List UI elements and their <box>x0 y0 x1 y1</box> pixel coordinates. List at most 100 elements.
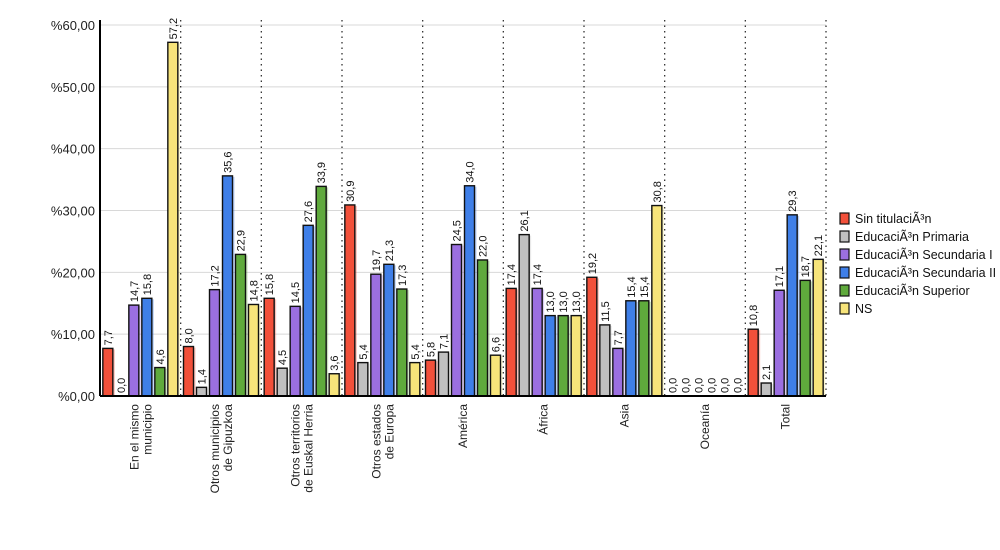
bar <box>409 361 421 397</box>
bar <box>276 367 288 397</box>
data-label: 13,0 <box>558 291 570 312</box>
data-label: 14,7 <box>129 281 141 302</box>
bar <box>489 354 502 397</box>
bar <box>154 366 166 397</box>
data-label: 0,0 <box>681 378 693 393</box>
legend-item: Sin titulaciÃ³n <box>839 212 931 226</box>
bar <box>612 347 624 397</box>
x-tick-label: Otros municipiosde Gipuzkoa <box>208 404 235 494</box>
legend-swatch <box>839 230 850 243</box>
bar <box>195 386 208 397</box>
legend-item: EducaciÃ³n Primaria <box>839 230 969 244</box>
y-tick-label: %30,00 <box>51 204 95 219</box>
bar <box>812 258 824 397</box>
data-label: 10,8 <box>748 305 760 326</box>
bar <box>450 243 463 397</box>
bar <box>544 314 556 397</box>
data-label: 33,9 <box>316 162 328 183</box>
legend-item: EducaciÃ³n Superior <box>839 284 970 298</box>
bar <box>383 263 395 397</box>
bar <box>638 300 650 397</box>
data-label: 22,9 <box>236 230 248 251</box>
bar <box>302 224 314 397</box>
x-tick-label: Asia <box>617 404 631 428</box>
data-label: 0,0 <box>733 378 745 393</box>
data-label: 15,4 <box>639 276 651 297</box>
bar <box>247 303 260 397</box>
data-label: 22,1 <box>813 235 825 256</box>
legend-label: EducaciÃ³n Superior <box>855 284 970 298</box>
data-label: 29,3 <box>787 190 799 211</box>
data-label: 30,8 <box>652 181 664 202</box>
x-tick-label: África <box>536 404 551 435</box>
data-label: 18,7 <box>800 256 812 277</box>
bar <box>476 259 489 397</box>
x-tick-label: En el mismomunicipio <box>127 404 154 470</box>
bar <box>315 185 327 397</box>
data-label: 17,4 <box>506 264 518 285</box>
data-label: 0,0 <box>707 378 719 393</box>
legend-item: EducaciÃ³n Secundaria II <box>839 266 996 280</box>
legend-label: EducaciÃ³n Primaria <box>855 230 969 244</box>
data-label: 0,0 <box>668 378 680 393</box>
data-label: 57,2 <box>168 18 180 39</box>
bar <box>625 300 637 397</box>
data-label: 17,4 <box>532 264 544 285</box>
bar <box>531 287 543 397</box>
data-label: 24,5 <box>452 220 464 241</box>
legend-swatch <box>839 302 850 315</box>
y-tick-label: %0,00 <box>58 389 95 404</box>
bar <box>396 288 408 397</box>
bar <box>289 305 301 397</box>
data-label: 15,4 <box>626 276 638 297</box>
data-label: 7,1 <box>439 334 451 349</box>
bar <box>424 359 437 397</box>
bar <box>786 214 798 397</box>
bar <box>799 279 811 397</box>
bar <box>167 41 179 397</box>
bar <box>344 204 356 397</box>
y-tick-label: %40,00 <box>51 142 95 157</box>
bar <box>370 273 382 397</box>
data-label: 2,1 <box>761 365 773 380</box>
bar <box>773 289 785 397</box>
bar <box>221 175 234 397</box>
data-label: 35,6 <box>223 151 235 172</box>
legend-swatch <box>839 212 850 225</box>
data-label: 15,8 <box>142 274 154 295</box>
data-label: 19,7 <box>371 250 383 271</box>
data-label: 0,0 <box>694 378 706 393</box>
legend-item: EducaciÃ³n Secundaria I <box>839 248 993 262</box>
bar <box>586 276 598 397</box>
bar <box>599 324 611 397</box>
data-label: 15,8 <box>264 274 276 295</box>
x-tick-label: Otros territoriosde Euskal Herria <box>289 404 316 493</box>
y-tick-label: %60,00 <box>51 18 95 33</box>
bar <box>518 233 530 397</box>
legend-label: EducaciÃ³n Secundaria I <box>855 248 993 262</box>
data-label: 21,3 <box>384 240 396 261</box>
legend-label: Sin titulaciÃ³n <box>855 212 931 226</box>
data-label: 13,0 <box>545 291 557 312</box>
data-label: 7,7 <box>613 330 625 345</box>
data-label: 0,0 <box>720 378 732 393</box>
data-label: 14,8 <box>249 280 261 301</box>
bar <box>570 314 582 397</box>
bar <box>747 328 759 397</box>
bar <box>102 347 114 397</box>
data-label: 1,4 <box>197 369 209 384</box>
data-label: 5,4 <box>410 344 422 359</box>
data-label: 19,2 <box>587 253 599 274</box>
x-tick-label: Otros estadosde Europa <box>369 404 396 479</box>
data-label: 11,5 <box>600 301 612 322</box>
data-label: 3,6 <box>329 355 341 370</box>
data-label: 17,2 <box>210 265 222 286</box>
data-label: 27,6 <box>303 201 315 222</box>
bar <box>208 288 221 397</box>
bar <box>463 185 476 397</box>
data-label: 4,5 <box>277 350 289 365</box>
data-label: 14,5 <box>290 282 302 303</box>
x-tick-label: América <box>456 404 470 448</box>
bar <box>141 297 153 397</box>
